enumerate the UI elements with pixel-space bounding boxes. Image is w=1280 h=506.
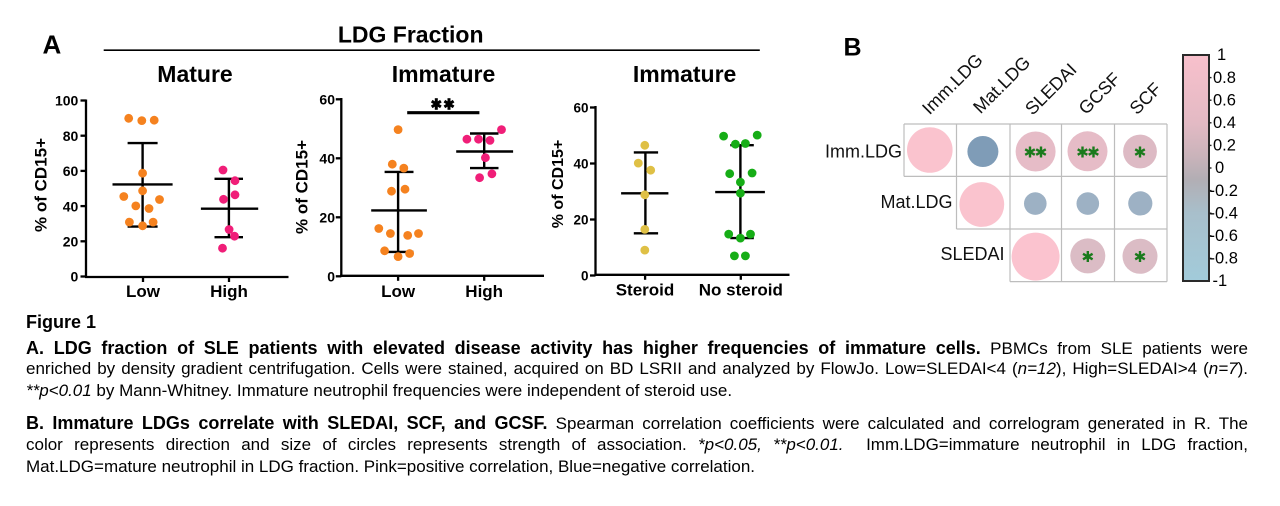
svg-text:Immature: Immature bbox=[392, 61, 496, 87]
svg-text:0.4: 0.4 bbox=[1213, 114, 1236, 132]
svg-text:Low: Low bbox=[126, 282, 161, 301]
svg-text:GCSF: GCSF bbox=[1075, 69, 1125, 119]
svg-text:40: 40 bbox=[63, 198, 79, 214]
svg-text:0.6: 0.6 bbox=[1213, 91, 1236, 109]
svg-text:40: 40 bbox=[573, 156, 588, 171]
svg-text:1: 1 bbox=[1217, 46, 1226, 64]
svg-text:0.8: 0.8 bbox=[1213, 69, 1236, 87]
svg-text:Low: Low bbox=[381, 282, 416, 301]
svg-text:-0.4: -0.4 bbox=[1210, 204, 1238, 222]
svg-text:LDG Fraction: LDG Fraction bbox=[338, 22, 484, 48]
svg-text:20: 20 bbox=[63, 234, 79, 250]
svg-text:Mat.LDG: Mat.LDG bbox=[880, 192, 952, 212]
svg-text:SCF: SCF bbox=[1126, 79, 1166, 119]
svg-text:100: 100 bbox=[55, 93, 79, 109]
svg-text:60: 60 bbox=[573, 100, 588, 115]
svg-text:0: 0 bbox=[71, 269, 79, 285]
svg-text:40: 40 bbox=[319, 150, 335, 166]
svg-text:-0.2: -0.2 bbox=[1210, 182, 1238, 200]
svg-text:A: A bbox=[43, 30, 62, 60]
svg-text:0: 0 bbox=[1215, 159, 1224, 177]
svg-text:High: High bbox=[210, 282, 248, 301]
svg-text:High: High bbox=[465, 282, 503, 301]
svg-text:80: 80 bbox=[63, 128, 79, 144]
svg-text:0.2: 0.2 bbox=[1213, 137, 1236, 155]
svg-text:Immature: Immature bbox=[633, 61, 737, 87]
svg-text:SLEDAI: SLEDAI bbox=[940, 244, 1004, 264]
svg-text:% of CD15+: % of CD15+ bbox=[550, 140, 567, 228]
svg-text:Steroid: Steroid bbox=[616, 281, 675, 300]
svg-text:20: 20 bbox=[319, 209, 335, 225]
svg-text:60: 60 bbox=[63, 163, 79, 179]
svg-text:60: 60 bbox=[319, 91, 335, 107]
svg-text:20: 20 bbox=[573, 212, 588, 227]
svg-text:0: 0 bbox=[581, 268, 589, 283]
svg-text:% of CD15+: % of CD15+ bbox=[293, 140, 312, 234]
svg-text:-1: -1 bbox=[1213, 272, 1228, 290]
svg-text:Mature: Mature bbox=[157, 61, 232, 87]
svg-text:-0.6: -0.6 bbox=[1210, 227, 1238, 245]
svg-text:No steroid: No steroid bbox=[699, 281, 783, 300]
svg-text:-0.8: -0.8 bbox=[1210, 250, 1238, 268]
svg-text:B: B bbox=[844, 33, 862, 61]
svg-text:% of CD15+: % of CD15+ bbox=[32, 138, 51, 232]
svg-text:0: 0 bbox=[327, 268, 335, 284]
svg-text:Imm.LDG: Imm.LDG bbox=[825, 142, 902, 162]
